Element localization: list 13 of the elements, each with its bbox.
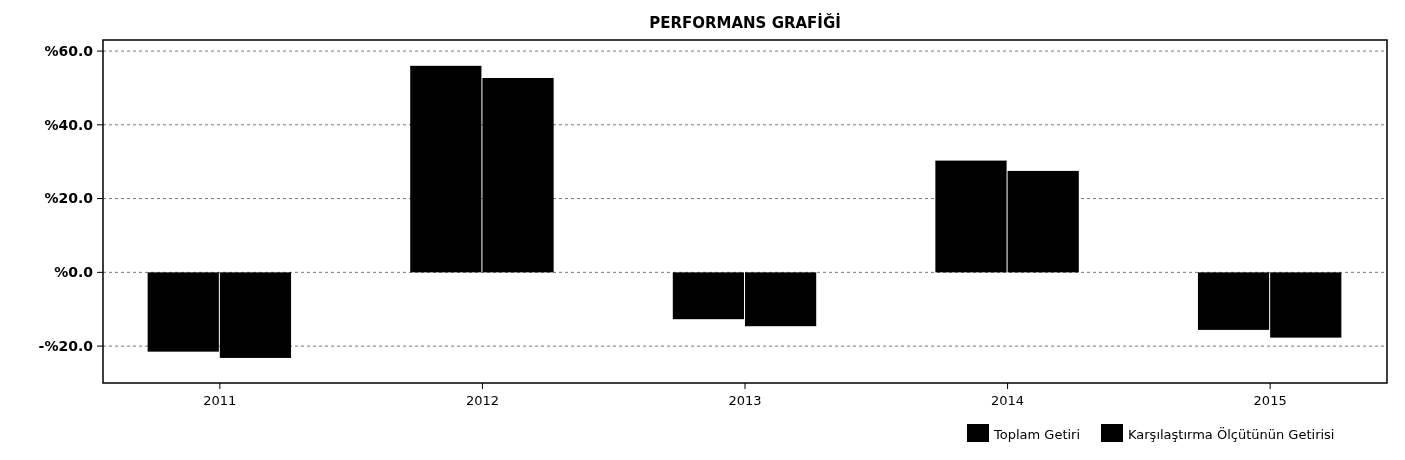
x-tick-label: 2011 (203, 393, 237, 408)
y-tick-label: %60.0 (44, 42, 94, 59)
legend-label: Toplam Getiri (993, 426, 1081, 442)
y-tick-label: %40.0 (44, 116, 94, 133)
x-tick-label: 2014 (991, 393, 1025, 408)
x-tick-label: 2015 (1253, 393, 1287, 408)
y-tick-label: -%20.0 (38, 338, 94, 355)
x-tick-label: 2013 (728, 393, 762, 408)
x-tick-label: 2012 (465, 393, 499, 408)
legend-label: Karşılaştırma Ölçütünün Getirisi (1128, 425, 1335, 442)
chart-title: PERFORMANS GRAFİĞİ (649, 13, 841, 32)
y-tick-label: %0.0 (54, 264, 94, 281)
y-tick-label: %20.0 (44, 190, 94, 207)
